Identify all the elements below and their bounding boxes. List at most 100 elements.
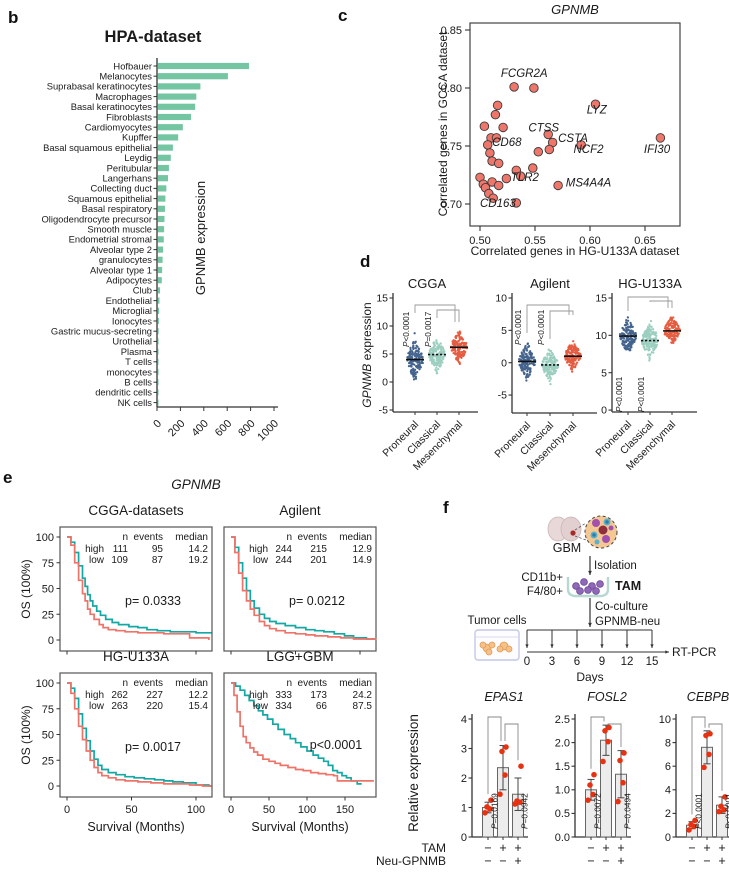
jitter-dot [629,346,633,349]
tam-label: TAM [615,579,641,593]
jitter-dot [550,364,554,368]
jitter-dot [523,372,526,376]
data-point [655,133,666,143]
sig-bracket [590,716,605,769]
jitter-dot [417,356,421,359]
jitter-dot [645,328,649,331]
shape: P [514,339,523,345]
y-tick-label: 2.0 [555,737,570,749]
timepoint-label: 3 [549,656,555,668]
jitter-dot [457,360,461,364]
jitter-dot [524,345,527,349]
coculture-label: Co-culture [595,601,648,613]
bar [157,154,171,161]
jitter-dot [676,334,679,337]
jitter-dot [555,359,559,362]
x-tick-label: 0 [64,804,70,816]
p-value: P<0.0001 [402,311,411,347]
p-value: P=0.0017 [424,311,433,347]
bar [157,338,159,345]
jitter-dot [648,359,651,362]
y-tick-label: 15 [376,293,388,305]
jitter-dot [553,371,557,375]
shape: P [537,339,546,345]
jitter-dot [456,354,459,357]
jitter-dot [645,333,649,337]
stats-n: 333 [275,690,292,701]
jitter-dot [643,331,646,334]
p-value: P<0.0001 [514,309,523,345]
jitter-dot [526,343,529,346]
jitter-dot [576,348,580,351]
jitter-dot [647,353,650,356]
p-value: P=0.0169 [490,793,500,829]
jitter-dot [415,354,419,358]
data-point [528,163,538,173]
shape: P [593,823,603,829]
y-tick-label: 1.0 [555,785,570,797]
tam-cell-icon [596,580,604,588]
sig-bracket [627,296,669,311]
jitter-dot [648,325,652,328]
category-label: Urothelial [112,336,152,347]
jitter-dot [529,367,532,371]
shape: <0.0001 [514,309,523,339]
axis-label: GPNMB expression [193,181,208,295]
panel-c-title: GPNMB [551,2,599,17]
condition-symbol: + [617,841,624,855]
stats-header: n [122,532,128,543]
y-tick-label: 1 [461,802,467,814]
jitter-dot [568,363,571,367]
bar [157,277,162,284]
jitter-dot [414,377,418,380]
data-point [493,158,504,169]
jitter-dot [673,324,677,328]
jitter-dot [409,356,412,359]
condition-symbol: − [484,854,491,868]
jitter-dot [670,324,673,328]
jitter-dot [624,345,628,348]
subplot-title: FOSL2 [587,690,627,704]
sig-bracket [487,716,502,795]
shape: <0.0001 [615,376,624,406]
subplot-title: CEBPB [687,690,729,704]
jitter-dot [629,340,632,343]
condition-symbol: + [718,841,725,855]
category-label: Suprabasal keratinocytes [47,81,153,92]
jitter-dot [440,359,443,363]
jitter-dot [414,346,417,350]
condition-symbol: + [617,854,624,868]
category-label: Alveolar type 1 [90,264,152,275]
bar [157,83,201,90]
km-curve-low [231,682,362,785]
x-tick-label: 50 [263,804,275,816]
jitter-dot [529,370,532,373]
data-dot [701,764,707,771]
relative-expression-bars: 01234EPAS1P=0.0169P=0.09420.00.51.01.52.… [376,690,729,868]
p-value: p= 0.0333 [125,594,181,608]
jitter-dot [647,343,650,347]
jitter-dot [432,358,435,361]
y-tick-label: 0 [48,635,54,647]
y-tick-label: 0.85 [441,25,462,37]
stats-header: n [286,678,292,689]
jitter-dot [430,358,434,361]
jitter-dot [526,375,530,378]
plot-box [223,672,377,798]
stats-row-label: high [85,544,104,555]
jitter-dot [566,360,569,364]
y-tick-label: 25 [42,755,54,767]
jitter-dot [430,360,434,363]
data-point [543,129,553,140]
timepoint-label: 9 [599,656,605,668]
jitter-dot [408,362,411,365]
data-point [553,180,563,191]
jitter-dot [413,332,416,335]
shape: <0.0001 [694,793,704,824]
x-tick-label: 100 [187,804,205,816]
y-tick-label: 0 [665,832,671,844]
x-tick-label: 100 [298,804,316,816]
jitter-dot [625,328,628,331]
y-tick-label: 0 [461,832,467,844]
shape: =0.0494 [623,793,633,824]
